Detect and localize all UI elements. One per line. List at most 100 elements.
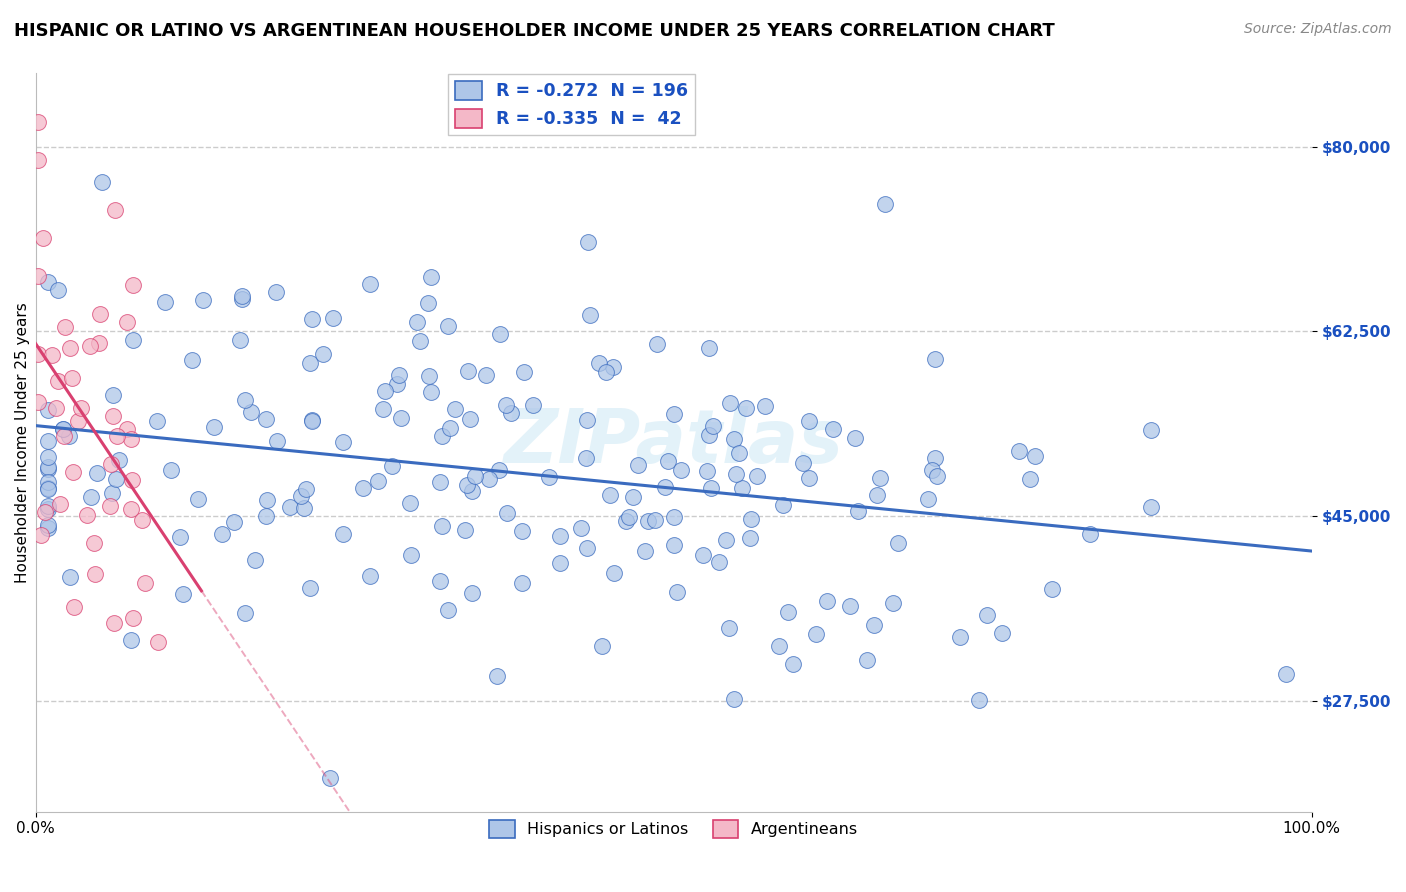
Point [115, 422, 138, 436]
Point [804, 627, 827, 641]
Point [488, 326, 510, 341]
Point [602, 359, 624, 374]
Point [399, 496, 422, 510]
Point [27, 395, 49, 409]
Point [121, 473, 143, 487]
Point [387, 377, 409, 392]
Point [460, 412, 482, 426]
Point [37, 275, 59, 289]
Point [233, 606, 256, 620]
Point [669, 463, 692, 477]
Point [495, 506, 517, 520]
Point [569, 521, 592, 535]
Point [464, 468, 486, 483]
Point [117, 315, 139, 329]
Point [662, 407, 685, 421]
Point [637, 514, 659, 528]
Point [122, 277, 145, 292]
Point [332, 527, 354, 541]
Point [1140, 423, 1163, 437]
Point [662, 509, 685, 524]
Point [692, 549, 714, 563]
Point [575, 412, 598, 426]
Point [654, 480, 676, 494]
Point [1078, 526, 1101, 541]
Point [696, 464, 718, 478]
Point [62, 465, 84, 479]
Point [772, 498, 794, 512]
Point [359, 277, 381, 292]
Point [299, 581, 322, 595]
Point [59, 570, 82, 584]
Point [740, 532, 762, 546]
Text: ZIPatlas: ZIPatlas [503, 406, 844, 479]
Point [797, 414, 820, 428]
Point [409, 334, 432, 348]
Point [37, 502, 59, 516]
Point [374, 384, 396, 398]
Point [488, 463, 510, 477]
Point [603, 566, 626, 580]
Point [782, 657, 804, 672]
Point [41, 348, 63, 362]
Point [53, 320, 76, 334]
Point [866, 487, 889, 501]
Point [120, 502, 142, 516]
Point [437, 603, 460, 617]
Point [725, 467, 748, 481]
Point [821, 422, 844, 436]
Point [58, 429, 80, 443]
Point [401, 548, 423, 562]
Point [27, 115, 49, 129]
Point [62, 599, 84, 614]
Point [83, 535, 105, 549]
Text: Source: ZipAtlas.com: Source: ZipAtlas.com [1244, 22, 1392, 37]
Point [145, 414, 167, 428]
Point [104, 202, 127, 217]
Point [437, 318, 460, 333]
Point [202, 420, 225, 434]
Point [153, 295, 176, 310]
Point [991, 626, 1014, 640]
Point [70, 401, 93, 415]
Point [697, 341, 720, 355]
Point [1024, 450, 1046, 464]
Point [37, 403, 59, 417]
Point [231, 289, 253, 303]
Point [60, 371, 83, 385]
Point [278, 500, 301, 514]
Point [319, 771, 342, 785]
Point [266, 434, 288, 449]
Point [846, 504, 869, 518]
Point [728, 445, 751, 459]
Point [352, 481, 374, 495]
Point [499, 406, 522, 420]
Point [513, 365, 536, 379]
Point [575, 541, 598, 555]
Point [105, 429, 128, 443]
Point [187, 491, 209, 506]
Point [768, 639, 790, 653]
Point [332, 434, 354, 449]
Point [418, 296, 440, 310]
Point [634, 543, 657, 558]
Legend: Hispanics or Latinos, Argentineans: Hispanics or Latinos, Argentineans [482, 814, 865, 844]
Point [461, 586, 484, 600]
Point [925, 468, 948, 483]
Point [456, 478, 478, 492]
Point [371, 402, 394, 417]
Point [461, 483, 484, 498]
Point [37, 481, 59, 495]
Point [420, 270, 443, 285]
Point [657, 453, 679, 467]
Point [79, 339, 101, 353]
Point [731, 481, 754, 495]
Point [211, 527, 233, 541]
Point [121, 610, 143, 624]
Point [381, 459, 404, 474]
Point [666, 585, 689, 599]
Point [105, 472, 128, 486]
Point [510, 524, 533, 539]
Point [322, 310, 344, 325]
Point [723, 692, 745, 706]
